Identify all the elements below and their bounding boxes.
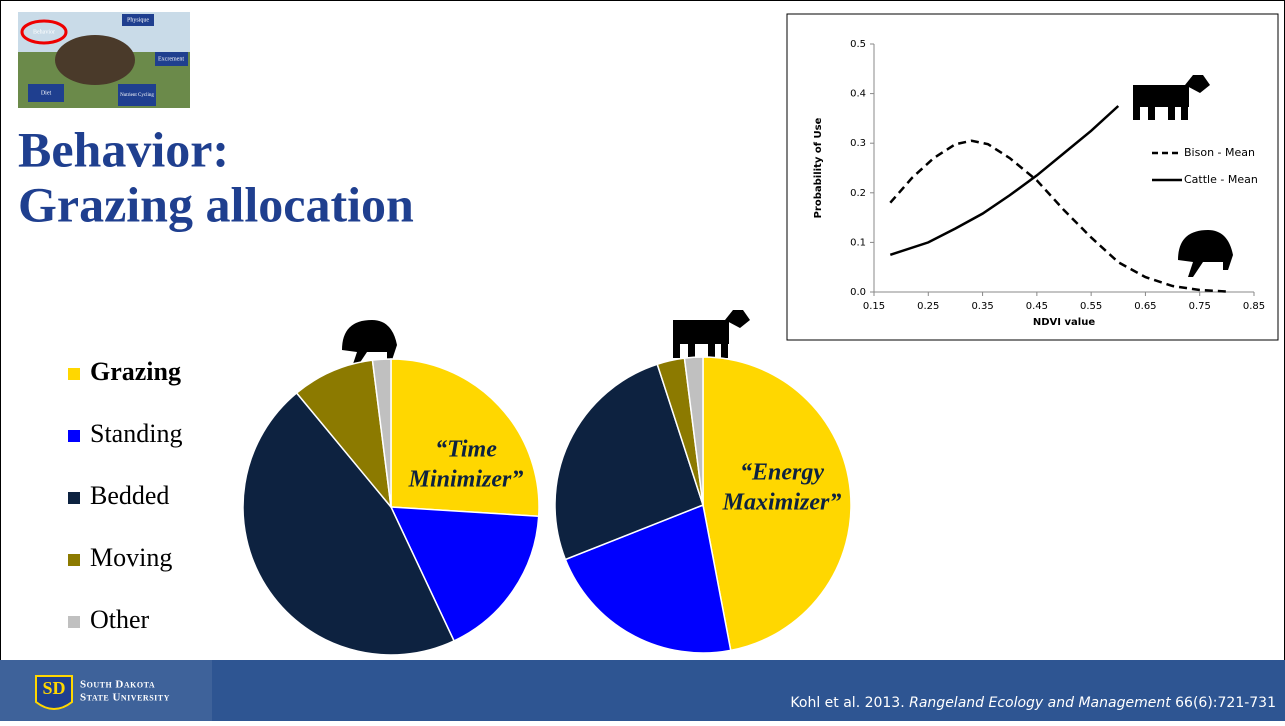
legend-label: Cattle - Mean <box>1184 173 1258 186</box>
bison-icon <box>1178 230 1233 277</box>
pie-slice <box>683 356 704 506</box>
pie-slice <box>371 358 392 508</box>
x-tick-label: 0.75 <box>1189 301 1211 312</box>
pie-slice <box>564 503 732 654</box>
legend-label: Standing <box>90 419 182 448</box>
legend-label: Other <box>90 605 150 634</box>
x-tick-label: 0.45 <box>1026 301 1048 312</box>
citation-text: Kohl et al. 2013. <box>790 695 909 711</box>
pie-slice <box>389 506 540 642</box>
x-tick-label: 0.55 <box>1080 301 1102 312</box>
footer <box>0 660 1285 721</box>
legend-label: Bison - Mean <box>1184 146 1255 159</box>
pie-slice <box>702 356 852 652</box>
line-series <box>889 139 1227 293</box>
thumb-box <box>155 52 188 66</box>
bison-icon <box>342 320 397 367</box>
legend-swatch <box>68 430 80 442</box>
annotation: “Time <box>435 437 497 463</box>
y-tick-label: 0.4 <box>850 89 866 100</box>
line-series <box>889 105 1120 256</box>
thumb-box <box>122 14 154 26</box>
university-logo: SD <box>35 675 73 710</box>
y-tick-label: 0.3 <box>850 138 866 149</box>
y-tick-label: 0.5 <box>850 39 866 50</box>
y-tick-label: 0.0 <box>850 287 866 298</box>
university-name: State University <box>80 692 170 704</box>
legend-swatch <box>68 368 80 380</box>
citation-journal: Rangeland Ecology and Management <box>909 695 1171 711</box>
svg-text:SD: SD <box>42 678 65 698</box>
annotation: “Energy <box>740 460 824 486</box>
y-axis-label: Probability of Use <box>813 117 824 218</box>
cow-icon <box>673 310 750 358</box>
thumb-box <box>118 84 156 106</box>
annotation: Minimizer” <box>408 467 524 493</box>
pie-slice <box>390 358 540 518</box>
thumbnail-highlight <box>20 19 68 45</box>
legend-label: Moving <box>90 543 172 572</box>
citation-text: 66(6):721-731 <box>1171 695 1276 711</box>
legend-label: Grazing <box>90 357 181 386</box>
thumb-label: Diet <box>41 90 52 96</box>
thumb-label: Nutrient Cycling <box>120 93 154 98</box>
pie-slice <box>242 391 456 656</box>
title: Grazing allocation <box>18 176 414 232</box>
cow-icon <box>1133 75 1210 120</box>
thumb-label: Physique <box>127 17 149 23</box>
y-tick-label: 0.1 <box>850 237 866 248</box>
x-tick-label: 0.15 <box>863 301 885 312</box>
pie-slice <box>295 359 393 510</box>
citation: Kohl et al. 2013. Rangeland Ecology and … <box>790 695 1276 711</box>
legend-label: Bedded <box>90 481 169 510</box>
legend-swatch <box>68 616 80 628</box>
x-tick-label: 0.35 <box>971 301 993 312</box>
x-tick-label: 0.65 <box>1134 301 1156 312</box>
legend-swatch <box>68 554 80 566</box>
pie-slice <box>554 363 704 561</box>
annotation: Maximizer” <box>722 490 842 516</box>
university-name: South Dakota <box>80 679 155 691</box>
legend-swatch <box>68 492 80 504</box>
thumb-label: Excrement <box>158 56 184 62</box>
title: Behavior: <box>18 121 229 177</box>
thumbnail-bison <box>55 35 135 85</box>
y-tick-label: 0.2 <box>850 188 866 199</box>
x-tick-label: 0.85 <box>1243 301 1265 312</box>
thumb-label: Behavior <box>33 29 55 35</box>
thumb-box <box>28 84 64 102</box>
x-tick-label: 0.25 <box>917 301 939 312</box>
x-axis-label: NDVI value <box>1033 317 1095 328</box>
